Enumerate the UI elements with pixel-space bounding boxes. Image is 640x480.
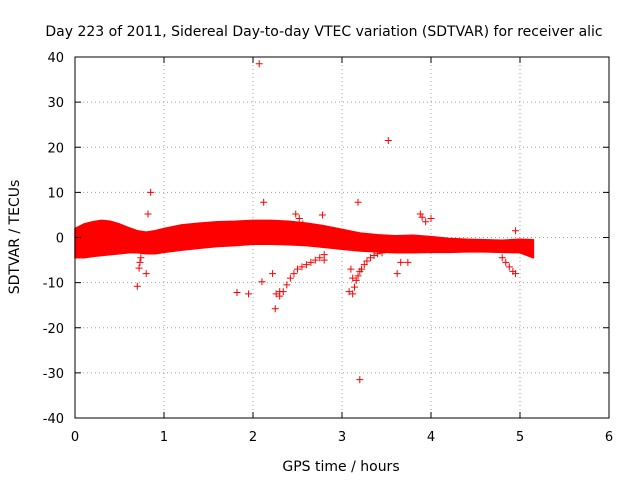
data-point [374, 250, 382, 258]
data-point [512, 270, 520, 278]
data-point [512, 227, 520, 235]
data-point [136, 258, 144, 266]
data-point [356, 376, 364, 384]
y-tick-label: -40 [43, 412, 64, 427]
data-point [137, 254, 145, 262]
data-point [135, 264, 143, 272]
data-point [299, 220, 307, 228]
data-band-layer [74, 219, 535, 259]
axis-ticks: 0 1 2 3 4 5 6 -40 -30 -20 -10 0 10 20 30 40 [43, 51, 613, 445]
data-point [292, 210, 300, 218]
data-point [286, 274, 294, 282]
x-tick-label: 1 [160, 430, 168, 445]
y-tick-label: -20 [43, 322, 64, 337]
chart-title: Day 223 of 2011, Sidereal Day-to-day VTE… [45, 24, 602, 40]
data-point [294, 265, 301, 273]
data-point [366, 254, 374, 262]
x-tick-label: 0 [71, 430, 79, 445]
data-point [352, 276, 360, 284]
data-point [345, 288, 353, 296]
data-point [320, 251, 328, 259]
x-tick-label: 5 [516, 430, 524, 445]
y-axis-label: SDTVAR / TECUs [7, 180, 23, 295]
data-point [427, 215, 435, 223]
data-point [384, 136, 392, 144]
data-points-layer [133, 60, 520, 384]
data-point [422, 218, 430, 226]
data-point [418, 213, 426, 221]
x-tick-label: 6 [605, 430, 613, 445]
data-point [272, 290, 280, 298]
series-late-dip [498, 254, 520, 278]
data-point [349, 274, 357, 282]
y-tick-label: -30 [43, 367, 64, 382]
data-point [276, 292, 284, 300]
data-point [311, 256, 319, 264]
data-point [271, 305, 279, 313]
y-tick-label: -10 [43, 277, 64, 292]
data-point [404, 258, 412, 266]
data-point [350, 283, 358, 291]
data-point [397, 258, 405, 266]
data-point [378, 249, 386, 257]
x-tick-label: 2 [249, 430, 257, 445]
data-point [302, 261, 310, 269]
data-point [393, 270, 401, 278]
data-point [360, 261, 368, 269]
data-point [363, 257, 371, 265]
x-tick-label: 4 [427, 430, 435, 445]
data-point [260, 198, 268, 206]
y-tick-label: 30 [47, 96, 64, 111]
data-point [498, 254, 506, 262]
data-point [144, 210, 152, 218]
data-point [354, 198, 362, 206]
data-point [279, 288, 287, 296]
data-point [416, 210, 424, 218]
data-point [505, 263, 513, 271]
data-point [233, 289, 241, 297]
data-point [316, 254, 324, 262]
data-point [349, 290, 357, 298]
data-point [290, 270, 298, 278]
x-axis-label: GPS time / hours [282, 459, 399, 475]
data-point [147, 188, 155, 196]
data-point [347, 265, 355, 273]
series-descending-arc-1 [272, 251, 328, 300]
y-tick-label: 20 [47, 141, 64, 156]
y-tick-label: 0 [56, 232, 64, 247]
data-point [245, 290, 253, 298]
data-point [318, 211, 326, 219]
data-point [142, 270, 150, 278]
data-point [354, 272, 362, 280]
data-point [269, 270, 277, 278]
data-point [255, 60, 263, 68]
data-point [358, 265, 366, 273]
x-tick-label: 3 [338, 430, 346, 445]
data-point [502, 258, 510, 266]
data-point [370, 252, 378, 260]
data-point [258, 278, 266, 286]
data-point [298, 263, 306, 271]
y-tick-label: 40 [47, 51, 64, 66]
data-point [295, 215, 303, 223]
y-tick-label: 10 [47, 186, 64, 201]
data-point [283, 281, 291, 289]
series-descending-arc-2 [349, 249, 386, 298]
data-band [74, 219, 535, 259]
data-point [307, 258, 315, 266]
data-point [133, 282, 141, 290]
